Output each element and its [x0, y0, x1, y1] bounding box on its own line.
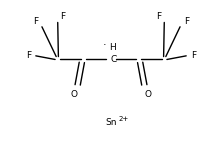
Text: F: F: [26, 51, 31, 60]
Text: F: F: [157, 12, 162, 21]
Text: ·: ·: [103, 40, 106, 50]
Text: O: O: [70, 90, 77, 99]
Text: C: C: [111, 55, 117, 64]
Text: F: F: [33, 17, 38, 26]
Text: 2+: 2+: [119, 116, 129, 122]
Text: O: O: [145, 90, 152, 99]
Text: F: F: [184, 17, 189, 26]
Text: H: H: [109, 43, 115, 52]
Text: F: F: [191, 51, 196, 60]
Text: Sn: Sn: [105, 118, 117, 127]
Text: F: F: [60, 12, 65, 21]
